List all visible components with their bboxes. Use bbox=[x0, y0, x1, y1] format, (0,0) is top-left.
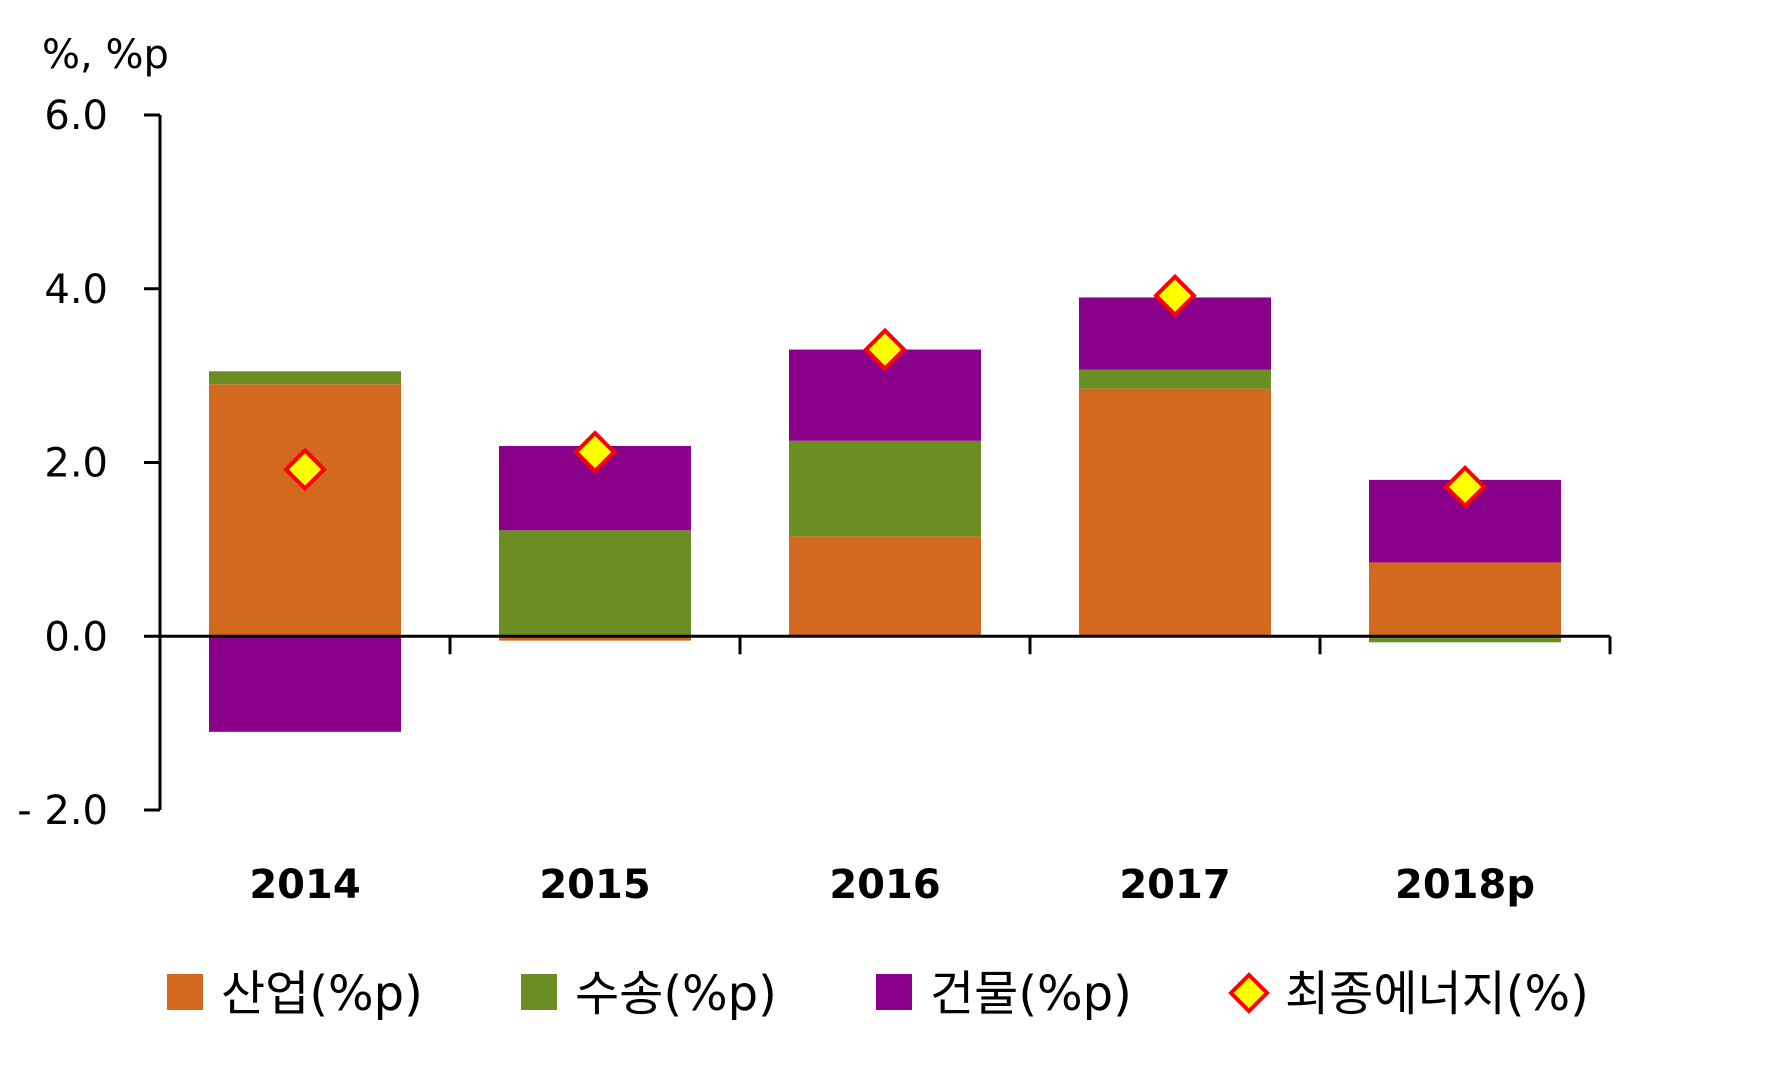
axes-layer: 6.0 4.0 2.0 0.0 - 2.0 2014 2015 2016 2017 2018p bbox=[17, 93, 1612, 908]
marker-2014 bbox=[283, 447, 327, 492]
marker-2015 bbox=[573, 430, 617, 474]
markers-layer bbox=[283, 273, 1487, 509]
y-tick-label: 0.0 bbox=[44, 614, 108, 660]
y-tick-label: 6.0 bbox=[44, 93, 108, 139]
x-category-label: 2014 bbox=[249, 862, 360, 908]
marker-2018p bbox=[1443, 464, 1487, 509]
y-tick-label: 2.0 bbox=[44, 441, 108, 487]
bar-2014-series-3 bbox=[209, 636, 401, 732]
y-tick-label: - 2.0 bbox=[17, 788, 108, 834]
y-tick-label: 4.0 bbox=[44, 267, 108, 313]
bar-2018p-series-2 bbox=[1369, 636, 1561, 643]
legend-label-2: 수송(%p) bbox=[575, 966, 777, 1022]
bar-2014-series-2 bbox=[209, 371, 401, 385]
legend-swatch-2 bbox=[521, 974, 557, 1010]
bar-2017-series-1 bbox=[1079, 388, 1271, 637]
legend-marker-icon bbox=[1228, 972, 1270, 1014]
marker-2016 bbox=[863, 327, 907, 372]
legend-label-3: 건물(%p) bbox=[930, 966, 1132, 1022]
bar-2017-series-2 bbox=[1079, 369, 1271, 389]
legend: 산업(%p) 수송(%p) 건물(%p) 최종에너지(%) bbox=[167, 966, 1589, 1022]
bar-2015-series-1 bbox=[499, 636, 691, 641]
legend-label-4: 최종에너지(%) bbox=[1285, 966, 1589, 1022]
bar-2018p-series-1 bbox=[1369, 562, 1561, 637]
x-category-label: 2018p bbox=[1395, 862, 1535, 908]
bar-2015-series-2 bbox=[499, 530, 691, 637]
bars-layer bbox=[209, 297, 1561, 732]
bar-2016-series-2 bbox=[789, 440, 981, 537]
bar-2016-series-1 bbox=[789, 536, 981, 637]
x-category-label: 2017 bbox=[1119, 862, 1230, 908]
x-category-label: 2015 bbox=[539, 862, 650, 908]
bar-2014-series-1 bbox=[209, 384, 401, 637]
legend-label-1: 산업(%p) bbox=[221, 966, 423, 1022]
x-category-label: 2016 bbox=[829, 862, 940, 908]
marker-2017 bbox=[1153, 273, 1197, 318]
y-axis-unit-label: %, %p bbox=[42, 32, 169, 78]
legend-swatch-3 bbox=[876, 974, 912, 1010]
legend-swatch-1 bbox=[167, 974, 203, 1010]
